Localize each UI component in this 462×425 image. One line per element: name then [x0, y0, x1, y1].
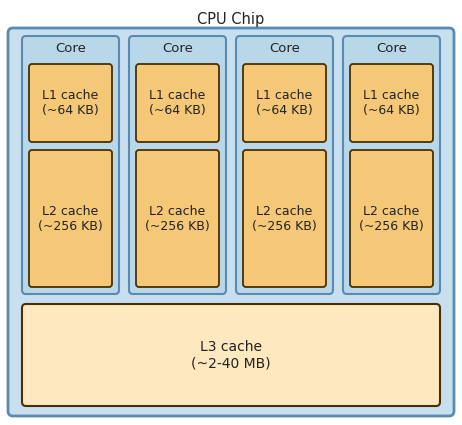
FancyBboxPatch shape [22, 304, 440, 406]
FancyBboxPatch shape [136, 150, 219, 287]
Text: L3 cache
(~2-40 MB): L3 cache (~2-40 MB) [191, 340, 271, 370]
Text: Core: Core [376, 42, 407, 55]
Text: Core: Core [269, 42, 300, 55]
Text: L2 cache
(~256 KB): L2 cache (~256 KB) [252, 204, 317, 232]
Text: L2 cache
(~256 KB): L2 cache (~256 KB) [359, 204, 424, 232]
Text: L1 cache
(~64 KB): L1 cache (~64 KB) [149, 89, 206, 117]
Text: L1 cache
(~64 KB): L1 cache (~64 KB) [256, 89, 313, 117]
FancyBboxPatch shape [243, 64, 326, 142]
Text: Core: Core [162, 42, 193, 55]
Text: L1 cache
(~64 KB): L1 cache (~64 KB) [363, 89, 420, 117]
Text: Core: Core [55, 42, 86, 55]
FancyBboxPatch shape [243, 150, 326, 287]
FancyBboxPatch shape [350, 64, 433, 142]
FancyBboxPatch shape [8, 28, 454, 416]
Text: L2 cache
(~256 KB): L2 cache (~256 KB) [145, 204, 210, 232]
FancyBboxPatch shape [236, 36, 333, 294]
FancyBboxPatch shape [136, 64, 219, 142]
FancyBboxPatch shape [29, 64, 112, 142]
Text: CPU Chip: CPU Chip [197, 12, 265, 27]
FancyBboxPatch shape [350, 150, 433, 287]
FancyBboxPatch shape [29, 150, 112, 287]
Text: L1 cache
(~64 KB): L1 cache (~64 KB) [42, 89, 99, 117]
FancyBboxPatch shape [22, 36, 119, 294]
Text: L2 cache
(~256 KB): L2 cache (~256 KB) [38, 204, 103, 232]
FancyBboxPatch shape [343, 36, 440, 294]
FancyBboxPatch shape [129, 36, 226, 294]
